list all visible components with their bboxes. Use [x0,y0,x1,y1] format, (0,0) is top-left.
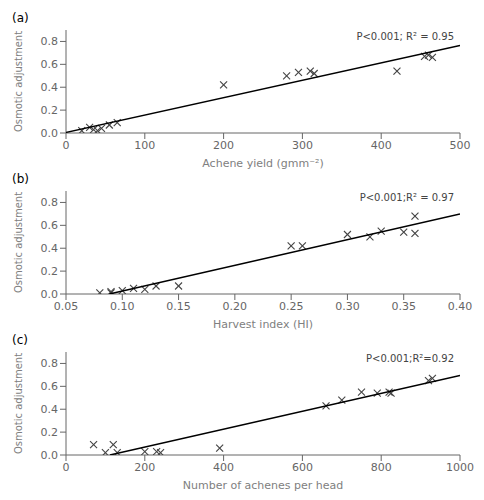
html-text:(c): (c) [12,333,28,347]
svg-text:Osmotic adjustment: Osmotic adjustment [13,353,24,454]
svg-text:0.4: 0.4 [41,81,59,94]
svg-text:0: 0 [63,139,70,152]
svg-text:0.0: 0.0 [41,127,59,140]
svg-text:1000: 1000 [446,461,474,474]
svg-text:0.4: 0.4 [41,242,59,255]
svg-text:0.0: 0.0 [41,288,59,301]
svg-text:Osmotic adjustment: Osmotic adjustment [13,31,24,132]
svg-text:200: 200 [134,461,155,474]
svg-text:400: 400 [371,139,392,152]
svg-text:0.15: 0.15 [166,300,191,313]
svg-text:100: 100 [134,139,155,152]
svg-text:0.8: 0.8 [41,357,59,370]
svg-text:Harvest index (HI): Harvest index (HI) [213,318,313,330]
svg-text:0.2: 0.2 [41,426,59,439]
svg-text:500: 500 [450,139,471,152]
svg-text:300: 300 [292,139,313,152]
svg-text:400: 400 [213,461,234,474]
svg-text:0.2: 0.2 [41,104,59,117]
svg-text:0.25: 0.25 [279,300,304,313]
html-text:P<0.001;R² = 0.97: P<0.001;R² = 0.97 [359,192,454,203]
svg-text:Osmotic adjustment: Osmotic adjustment [13,192,24,293]
svg-text:0.4: 0.4 [41,403,59,416]
html-text:(a): (a) [12,11,29,25]
html-text:P<0.001;R²=0.92: P<0.001;R²=0.92 [366,353,454,364]
svg-text:0.6: 0.6 [41,58,59,71]
svg-text:Number of achenes per head: Number of achenes per head [183,479,344,491]
svg-text:0: 0 [63,461,70,474]
svg-text:0.8: 0.8 [41,35,59,48]
svg-text:200: 200 [213,139,234,152]
svg-text:0.35: 0.35 [391,300,416,313]
svg-text:600: 600 [292,461,313,474]
svg-text:Achene yield (gmm⁻²): Achene yield (gmm⁻²) [202,157,323,169]
svg-text:0.10: 0.10 [110,300,135,313]
svg-text:0.05: 0.05 [54,300,79,313]
svg-text:0.30: 0.30 [335,300,360,313]
svg-text:0.0: 0.0 [41,449,59,462]
svg-text:0.6: 0.6 [41,219,59,232]
svg-text:0.40: 0.40 [448,300,473,313]
svg-text:0.6: 0.6 [41,380,59,393]
svg-text:0.2: 0.2 [41,265,59,278]
svg-text:0.8: 0.8 [41,196,59,209]
html-text:(b): (b) [12,172,29,186]
html-text:P<0.001; R² = 0.95: P<0.001; R² = 0.95 [356,31,454,42]
svg-text:800: 800 [371,461,392,474]
svg-text:0.20: 0.20 [223,300,248,313]
